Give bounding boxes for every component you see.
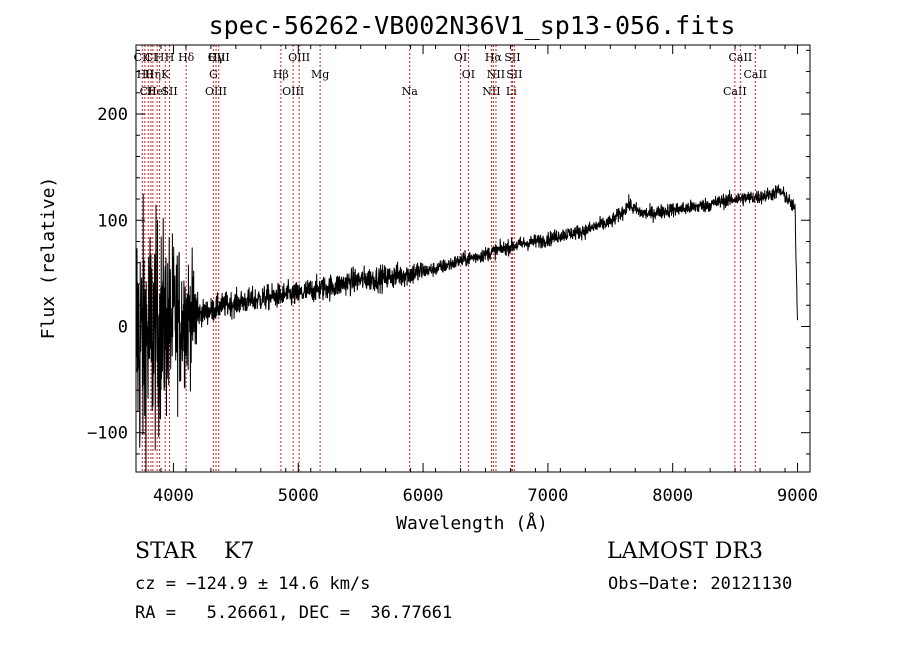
line-marker-label: SII — [504, 51, 520, 64]
classification-text: STAR K7 — [135, 539, 255, 564]
chart-title: spec-56262-VB002N36V1_sp13-056.fits — [209, 11, 736, 40]
line-marker-label: OIII — [205, 85, 227, 98]
line-marker-label: G — [209, 68, 218, 81]
y-tick-label: 0 — [118, 317, 128, 337]
line-marker-label: OIII — [282, 85, 304, 98]
y-tick-label: 200 — [97, 105, 128, 125]
line-marker-label: H — [155, 51, 165, 64]
x-tick-label: 7000 — [527, 486, 568, 506]
x-tick-label: 9000 — [777, 486, 818, 506]
x-tick-label: 4000 — [153, 486, 194, 506]
line-marker-label: Hγ — [208, 51, 225, 64]
line-marker-label: Mg — [311, 68, 329, 81]
line-marker-label: Li — [506, 85, 517, 98]
plot-frame — [135, 44, 811, 473]
line-marker-label: HeI — [147, 85, 167, 98]
x-tick-label: 5000 — [278, 486, 319, 506]
line-marker-label: CaII — [723, 85, 747, 98]
flux-line — [135, 184, 798, 473]
line-marker-label: Hη — [145, 68, 161, 81]
line-marker-label: OIII — [208, 51, 230, 64]
line-marker-label: SII — [506, 68, 522, 81]
line-marker-label: CII — [134, 51, 151, 64]
line-marker-label: NII — [487, 68, 505, 81]
line-marker-label: K — [161, 68, 170, 81]
line-marker-label: NII — [482, 85, 500, 98]
y-tick-label: −100 — [87, 424, 128, 444]
line-marker-label: Hθ — [137, 68, 154, 81]
line-marker-label: CaII — [743, 68, 767, 81]
x-tick-label: 6000 — [403, 486, 444, 506]
line-marker-label: Hα — [485, 51, 503, 64]
line-marker-label: H — [165, 51, 175, 64]
x-tick-label: 8000 — [652, 486, 693, 506]
obs-date-text: Obs−Date: 20121130 — [608, 574, 793, 594]
line-marker-label: Hβ — [273, 68, 289, 81]
line-marker-label: OI — [462, 68, 475, 81]
coordinates-text: RA = 5.26661, DEC = 36.77661 — [135, 603, 453, 623]
line-marker-label: CI — [145, 51, 158, 64]
line-marker-label: Hδ — [178, 51, 195, 64]
x-axis-label: Wavelength (Å) — [396, 512, 548, 534]
axes: 4000 5000 6000 7000 8000 9000 −100 0 100 200 — [87, 45, 818, 506]
redshift-text: cz = −124.9 ± 14.6 km/s — [135, 574, 371, 594]
line-marker-label: Na — [402, 85, 419, 98]
line-marker-label: SII — [161, 85, 177, 98]
y-tick-label: 100 — [97, 211, 128, 231]
survey-name: LAMOST DR3 — [607, 539, 763, 564]
line-marker-label: OIII — [288, 51, 310, 64]
line-marker-label: OI — [454, 51, 467, 64]
flux-series-layer — [135, 184, 798, 473]
line-marker-label: CaII — [729, 51, 753, 64]
y-axis-label: Flux (relative) — [38, 177, 59, 340]
